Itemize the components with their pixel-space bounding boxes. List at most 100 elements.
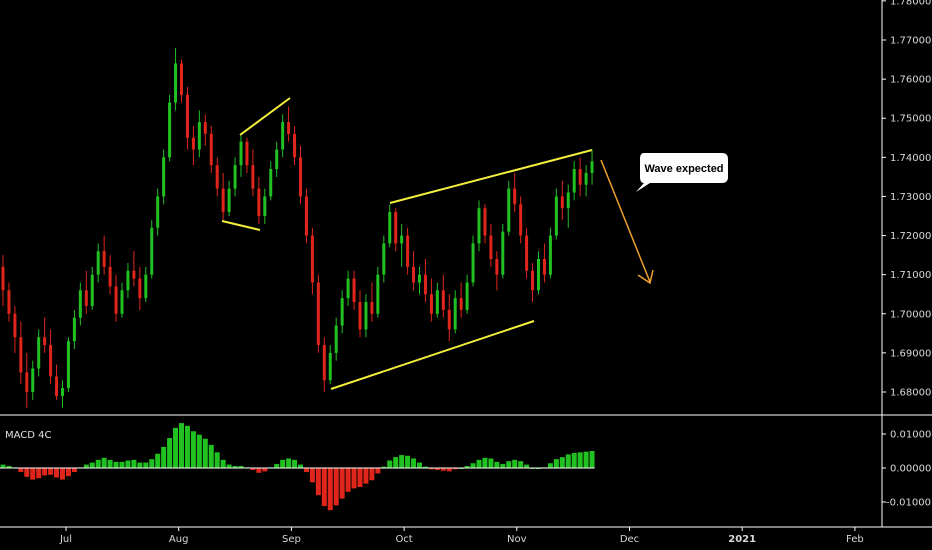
macd-bar (577, 452, 583, 468)
candle (346, 270, 350, 306)
macd-bar (286, 458, 292, 468)
price-axis[interactable]: 1.68000 1.69000 1.70000 1.71000 1.72000 1.730… (881, 0, 931, 527)
time-tick-label: Aug (169, 534, 189, 545)
candle (269, 161, 273, 201)
candle (275, 141, 279, 177)
candle (162, 149, 166, 205)
macd-bar (446, 468, 452, 472)
macd-indicator-label[interactable]: MACD 4C (5, 430, 52, 441)
price-tick-label: 1.71000 (890, 270, 931, 281)
trendline-group (221, 97, 593, 390)
macd-bar (387, 460, 393, 468)
wave-expected-callout[interactable]: Wave expected (636, 153, 728, 192)
macd-bar (137, 462, 143, 468)
macd-bar (363, 468, 369, 484)
channel-lower-trendline[interactable] (330, 320, 535, 390)
candle (251, 149, 255, 197)
macd-bar (357, 468, 363, 488)
candle (322, 337, 326, 392)
flag-lower-trendline[interactable] (221, 220, 261, 231)
candle (257, 176, 261, 224)
macd-bar (369, 468, 375, 481)
macd-bar (149, 459, 155, 468)
macd-bar (131, 459, 137, 468)
candle (227, 180, 231, 216)
macd-bar (101, 457, 107, 468)
price-tick-label: 1.70000 (890, 309, 931, 320)
candle (31, 360, 35, 400)
macd-bar (190, 431, 196, 468)
macd-bar (292, 459, 298, 468)
candle (132, 251, 136, 287)
macd-bar (280, 459, 286, 468)
time-tick-label: Jul (59, 534, 72, 545)
candle (483, 204, 487, 244)
candle (49, 329, 53, 385)
macd-bar (173, 427, 179, 468)
candle (412, 251, 416, 291)
macd-bar (452, 468, 458, 470)
time-tick-label: Sep (282, 534, 301, 545)
macd-bar (48, 468, 54, 475)
macd-bar (405, 455, 411, 468)
macd-bar (411, 458, 417, 468)
candle (340, 290, 344, 334)
candle (287, 106, 291, 142)
time-axis[interactable]: Jul Aug Sep Oct Nov Dec 2021 Feb (0, 526, 932, 545)
price-tick-label: 1.73000 (890, 192, 931, 203)
macd-bar (24, 468, 30, 477)
candle (66, 337, 70, 392)
candle (108, 255, 112, 295)
macd-bar (506, 461, 512, 468)
candle (477, 200, 481, 252)
macd-tick-label: 0.00000 (890, 464, 931, 475)
channel-upper-trendline[interactable] (389, 149, 593, 204)
candle (400, 223, 404, 267)
candle (120, 282, 124, 318)
candle (239, 133, 243, 177)
candle (447, 294, 451, 342)
macd-bar (565, 454, 571, 468)
candle (465, 274, 469, 314)
macd-tick-label: 0.01000 (890, 430, 931, 441)
candlestick-series (1, 47, 594, 408)
candle (150, 219, 154, 279)
candle (13, 305, 17, 353)
macd-bar (381, 466, 387, 468)
macd-bar (422, 466, 428, 468)
macd-bar (125, 460, 131, 468)
macd-bar (547, 463, 553, 468)
macd-bar (488, 458, 494, 468)
macd-bar (351, 468, 357, 489)
candle (191, 126, 195, 166)
candle (221, 172, 225, 220)
flag-upper-trendline[interactable] (239, 97, 291, 136)
candle (554, 188, 558, 240)
candle (352, 270, 356, 310)
macd-bar (298, 464, 303, 468)
candle (263, 188, 267, 224)
macd-bar (119, 461, 125, 468)
macd-bar (262, 468, 268, 472)
macd-bar (589, 451, 595, 468)
candle (453, 290, 457, 334)
time-tick-label: Feb (846, 534, 864, 545)
candle (316, 274, 320, 353)
macd-bar (95, 459, 101, 468)
candle (382, 235, 386, 283)
macd-histogram (0, 423, 595, 511)
candle (441, 274, 445, 318)
macd-bar (232, 465, 238, 468)
macd-bar (482, 457, 488, 468)
candle (114, 274, 118, 322)
candle (19, 321, 23, 385)
macd-bar (333, 468, 339, 506)
macd-bar (571, 453, 577, 468)
candle (25, 352, 29, 408)
projection-arrow[interactable] (600, 159, 654, 285)
macd-bar (60, 468, 65, 480)
candle (406, 227, 410, 275)
macd-bar (30, 468, 36, 480)
macd-bar (518, 461, 524, 468)
